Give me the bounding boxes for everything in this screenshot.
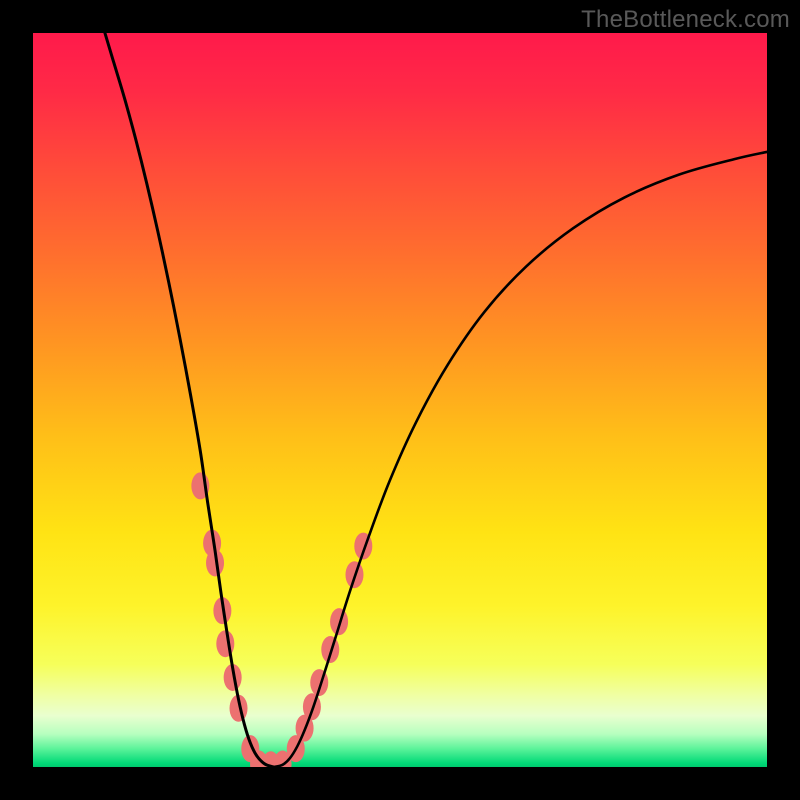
plot-area <box>33 33 767 767</box>
marker-group <box>191 472 372 767</box>
curve-path <box>274 152 767 767</box>
chart-svg <box>33 33 767 767</box>
marker-dot <box>303 693 321 720</box>
watermark-text: TheBottleneck.com <box>581 6 790 34</box>
marker-dot <box>321 636 339 663</box>
curve-path <box>105 33 274 767</box>
stage: TheBottleneck.com <box>0 0 800 800</box>
